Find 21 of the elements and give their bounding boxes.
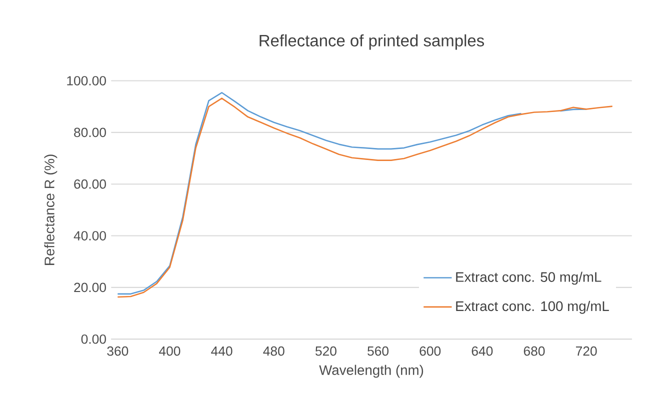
x-tick-label: 400 (159, 346, 180, 356)
y-tick-label: 60.00 (74, 179, 106, 189)
y-tick-label: 20.00 (74, 282, 106, 292)
y-tick-label: 40.00 (74, 230, 106, 240)
y-tick-label: 80.00 (74, 128, 106, 137)
y-tick-label: 0.00 (81, 334, 106, 344)
y-tick-label: 100.00 (67, 76, 106, 86)
legend-label: Extract conc. 50 mg/mL (456, 272, 602, 284)
y-axis-title: Reflectance R (%) (44, 154, 58, 265)
x-tick-label: 520 (315, 346, 336, 356)
x-tick-label: 680 (524, 346, 545, 356)
x-tick-label: 640 (472, 346, 493, 356)
x-tick-label: 560 (368, 346, 389, 356)
x-tick-label: 600 (420, 346, 441, 356)
legend-label: Extract conc. 100 mg/mL (456, 300, 609, 314)
x-tick-label: 440 (211, 346, 232, 356)
x-axis-title: Wavelength (nm) (319, 364, 424, 378)
x-tick-label: 720 (576, 346, 597, 356)
x-tick-label: 480 (263, 346, 284, 356)
chart-title: Reflectance of printed samples (260, 34, 484, 50)
x-tick-label: 360 (107, 346, 128, 356)
